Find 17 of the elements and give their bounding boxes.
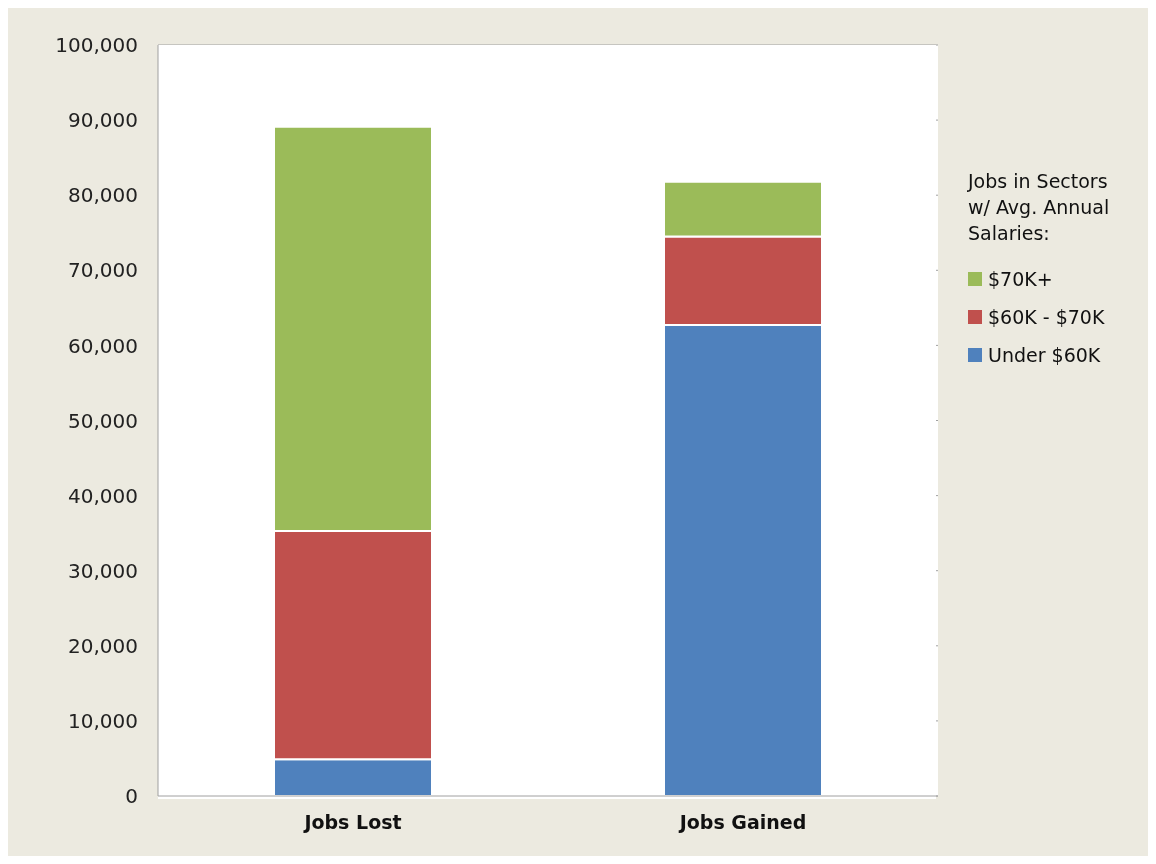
y-tick-label: 0 [125, 784, 138, 809]
y-tick-label: 40,000 [68, 483, 138, 508]
y-tick-label: 30,000 [68, 558, 138, 583]
y-tick-label: 20,000 [68, 633, 138, 658]
y-tick-label: 100,000 [55, 33, 138, 58]
y-tick-label: 90,000 [68, 108, 138, 133]
y-tick-label: 10,000 [68, 709, 138, 733]
x-tick-label: Jobs Lost [302, 811, 402, 834]
y-tick-label: 70,000 [68, 258, 138, 283]
y-tick-label: 80,000 [68, 183, 138, 208]
legend-label: Under $60K [988, 344, 1101, 366]
legend-label: $60K - $70K [988, 306, 1105, 328]
x-tick-label: Jobs Gained [677, 811, 807, 834]
y-tick-label: 50,000 [68, 408, 138, 433]
legend-title: Jobs in Sectors w/ Avg. Annual Salaries: [968, 169, 1111, 246]
y-tick-label: 60,000 [68, 333, 138, 358]
legend-label: $70K+ [988, 268, 1053, 290]
